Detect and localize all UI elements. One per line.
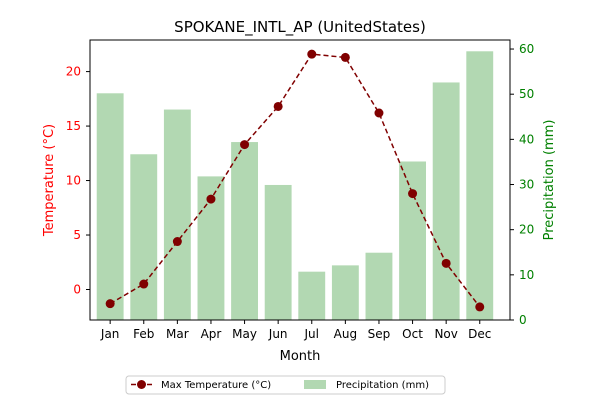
temp-point-jun: [273, 101, 283, 111]
right-tick-label: 60: [519, 42, 534, 56]
right-tick-label: 10: [519, 268, 534, 282]
left-axis-label: Temperature (°C): [42, 124, 57, 237]
right-axis: 0 10 20 30 40 50 60: [510, 42, 534, 327]
precip-bar-aug: [331, 265, 359, 320]
temp-point-mar: [172, 237, 182, 247]
legend-label-temperature: Max Temperature (°C): [161, 380, 271, 391]
plot-frame: [89, 39, 511, 321]
precip-bar-jul: [298, 271, 326, 320]
right-tick-label: 20: [519, 223, 534, 237]
temp-point-nov: [441, 258, 451, 268]
x-tick-label: Mar: [166, 327, 189, 341]
precip-bar-feb: [130, 154, 158, 320]
legend-label-precipitation: Precipitation (mm): [336, 380, 429, 391]
x-tick-label: Dec: [468, 327, 491, 341]
left-tick-label: 15: [66, 119, 81, 133]
chart-title: SPOKANE_INTL_AP (UnitedStates): [174, 18, 426, 37]
x-tick-label: Aug: [334, 327, 357, 341]
legend: Max Temperature (°C) Precipitation (mm): [125, 375, 446, 395]
temp-point-jan: [105, 299, 115, 309]
temp-point-feb: [139, 279, 149, 289]
temp-point-sep: [374, 108, 384, 118]
x-tick-label: Jun: [268, 327, 288, 341]
precipitation-bars: [96, 51, 494, 321]
x-tick-label: Oct: [402, 327, 423, 341]
x-tick-label: Feb: [133, 327, 154, 341]
precip-bar-dec: [466, 51, 494, 321]
precip-bar-mar: [163, 109, 191, 320]
left-tick-label: 0: [73, 282, 81, 296]
legend-bar-swatch: [304, 380, 326, 389]
temp-point-aug: [340, 52, 350, 62]
x-axis: Jan Feb Mar Apr May Jun Jul Aug Sep Oct Nov Dec: [100, 320, 491, 341]
temperature-line: [109, 53, 481, 308]
right-tick-label: 40: [519, 132, 534, 146]
right-tick-label: 0: [519, 313, 527, 327]
x-tick-label: Apr: [201, 327, 222, 341]
x-tick-label: Nov: [434, 327, 457, 341]
temp-point-jul: [307, 49, 317, 59]
temp-point-dec: [475, 302, 485, 312]
left-tick-label: 10: [66, 174, 81, 188]
left-tick-label: 20: [66, 65, 81, 79]
right-tick-label: 30: [519, 178, 534, 192]
x-tick-label: Jul: [304, 327, 319, 341]
precip-bar-oct: [399, 161, 426, 320]
x-tick-label: Jan: [100, 327, 120, 341]
left-axis: 0 5 10 15 20: [66, 65, 90, 296]
x-tick-label: May: [232, 327, 257, 341]
left-tick-label: 5: [73, 228, 81, 242]
precip-bar-nov: [432, 82, 460, 320]
x-tick-label: Sep: [368, 327, 391, 341]
precip-bar-sep: [365, 252, 393, 320]
temperature-line-layer: [105, 49, 485, 312]
temp-point-oct: [408, 189, 418, 199]
x-axis-label: Month: [280, 349, 321, 364]
precip-bar-jan: [96, 93, 124, 321]
right-axis-label: Precipitation (mm): [542, 120, 557, 241]
precip-bar-jun: [264, 184, 292, 320]
temp-point-may: [240, 140, 250, 150]
legend-marker-swatch: [137, 380, 146, 389]
temp-point-apr: [206, 194, 216, 204]
legend-box: [125, 375, 446, 395]
precip-bar-may: [231, 142, 258, 320]
right-tick-label: 50: [519, 87, 534, 101]
